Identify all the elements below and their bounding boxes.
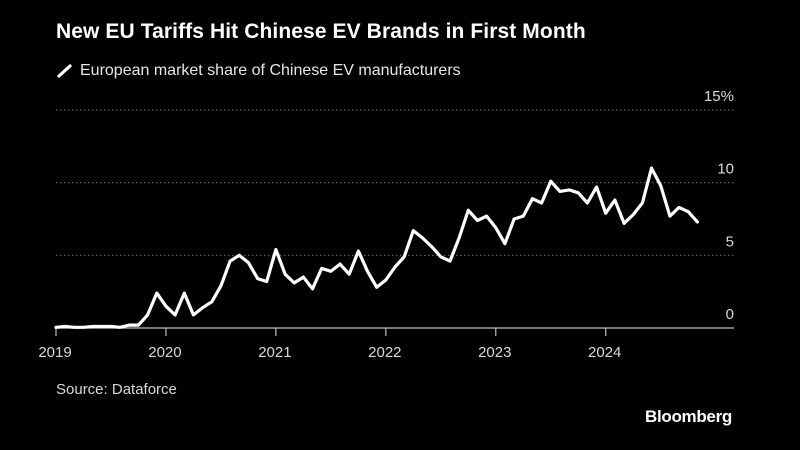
x-tick-label: 2022 [368, 344, 401, 361]
y-tick-label: 0 [726, 306, 734, 323]
legend: European market share of Chinese EV manu… [56, 62, 461, 80]
x-tick-label: 2024 [588, 344, 621, 361]
x-tick-label: 2019 [38, 344, 71, 361]
brand-logo: Bloomberg [644, 407, 732, 426]
source-note: Source: Dataforce [56, 381, 177, 398]
y-tick-label: 15% [704, 88, 734, 105]
legend-label: European market share of Chinese EV manu… [80, 62, 461, 79]
x-tick-label: 2023 [478, 344, 511, 361]
legend-line-swatch [57, 64, 72, 78]
x-tick-label: 2021 [258, 344, 291, 361]
chart-title: New EU Tariffs Hit Chinese EV Brands in … [56, 20, 586, 43]
y-tick-label: 5 [726, 233, 734, 250]
y-tick-label: 10 [717, 161, 734, 178]
x-tick-label: 2020 [148, 344, 181, 361]
series-line [54, 166, 700, 329]
